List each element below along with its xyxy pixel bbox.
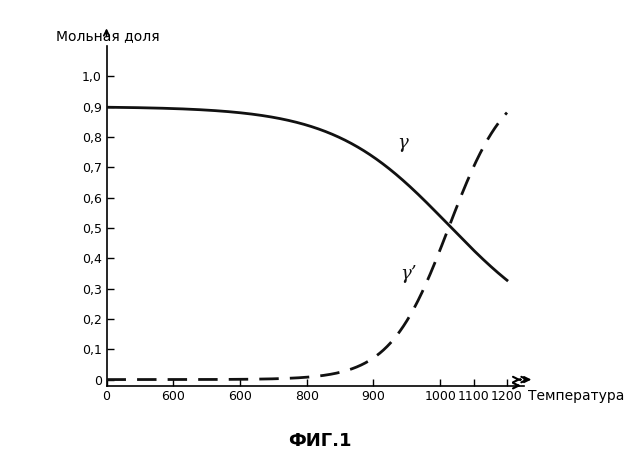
Text: γ: γ: [397, 134, 408, 152]
Text: Мольная доля: Мольная доля: [56, 29, 160, 43]
Text: ФИГ.1: ФИГ.1: [288, 432, 352, 450]
Text: Температура: Температура: [528, 389, 624, 403]
Text: γ’: γ’: [400, 266, 417, 284]
